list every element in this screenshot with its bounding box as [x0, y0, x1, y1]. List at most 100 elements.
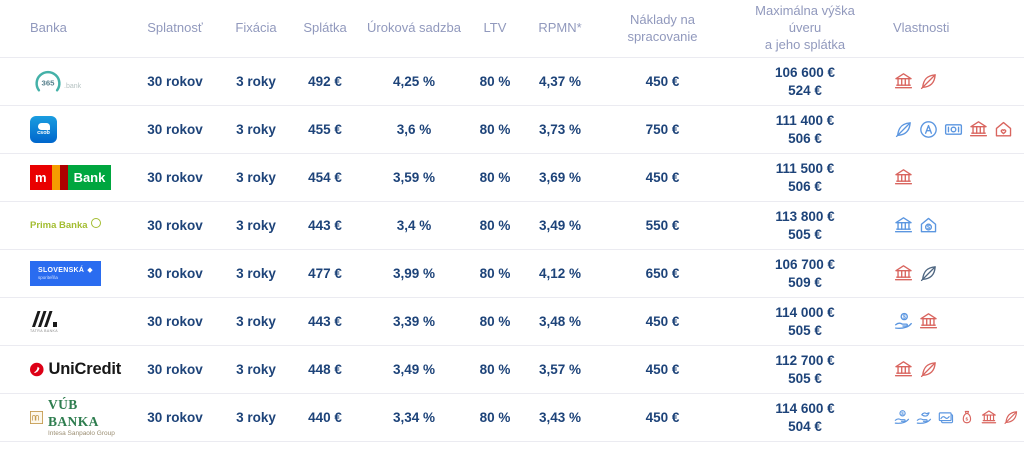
cell-max-uver: 111 400 € 506 €	[730, 106, 880, 154]
cell-splatnost: 30 rokov	[147, 122, 203, 137]
svg-text:365: 365	[42, 79, 56, 88]
leaf-icon[interactable]	[918, 263, 939, 284]
cell-splatnost: 30 rokov	[147, 218, 203, 233]
cell-vlastnosti	[880, 106, 1024, 154]
365bank-arc-icon: 365	[35, 70, 61, 92]
cell-rpmn: 4,12 %	[538, 266, 582, 281]
cell-bank: csob	[0, 106, 125, 154]
offer-row-slovenska-sporitelna[interactable]: SLOVENSKÁ ◆ sporiteľňa 30 rokov 3 roky 4…	[0, 250, 1024, 298]
logo-text: csob	[37, 129, 50, 136]
cell-rpmn: 3,73 %	[538, 122, 582, 137]
max-loan-amount: 114 600 €	[775, 400, 835, 416]
bank-icon[interactable]	[918, 311, 939, 332]
cell-bank: UniCredit	[0, 346, 125, 394]
bank-icon[interactable]	[893, 167, 914, 188]
circle-a-icon[interactable]	[918, 119, 939, 140]
offer-row-csob[interactable]: csob 30 rokov 3 roky 455 € 3,6 % 80 % 3,…	[0, 106, 1024, 154]
max-loan-amount: 106 700 €	[774, 256, 836, 272]
cell-fixacia: 3 roky	[236, 362, 276, 377]
cell-max-uver: 114 600 € 504 €	[730, 394, 880, 442]
cell-vlastnosti	[880, 154, 1024, 202]
cell-naklady: 450 €	[645, 74, 680, 89]
cell-rpmn: 3,43 %	[538, 410, 582, 425]
logo-text: Bank	[67, 165, 112, 190]
cell-max-uver: 106 600 € 524 €	[730, 58, 880, 106]
logo-suffix: .bank	[64, 83, 82, 90]
hand-bird-icon[interactable]	[915, 407, 933, 428]
max-loan-installment: 506 €	[788, 130, 822, 146]
offer-row-365bank[interactable]: 365 .bank 30 rokov 3 roky 492 € 4,25 % 8…	[0, 58, 1024, 106]
banknote-icon[interactable]	[943, 119, 964, 140]
max-loan-installment: 505 €	[788, 226, 822, 242]
leaf-icon[interactable]	[893, 119, 914, 140]
tatra-slashes-icon	[32, 311, 57, 327]
max-loan-installment: 509 €	[788, 274, 822, 290]
property-icons	[893, 167, 1020, 188]
prima-swirl-icon	[90, 217, 101, 228]
bank-logo-365bank: 365 .bank	[30, 66, 121, 97]
bank-logo-slovenska-sporitelna: SLOVENSKÁ ◆ sporiteľňa	[30, 261, 121, 286]
bank-icon[interactable]	[980, 407, 998, 428]
cell-fixacia: 3 roky	[236, 170, 276, 185]
col-header-vlastnosti: Vlastnosti	[880, 0, 1024, 58]
cell-max-uver: 106 700 € 509 €	[730, 250, 880, 298]
bank-logo-unicredit: UniCredit	[30, 359, 121, 380]
max-loan-installment: 504 €	[788, 418, 822, 434]
bank-logo-vub: VÚB BANKA Intesa Sanpaolo Group	[30, 397, 121, 437]
offer-row-prima-banka[interactable]: Prima Banka 30 rokov 3 roky 443 € 3,4 % …	[0, 202, 1024, 250]
logo-subtext: Intesa Sanpaolo Group	[48, 429, 115, 437]
leaf-icon[interactable]	[1002, 407, 1020, 428]
bank-icon[interactable]	[893, 215, 914, 236]
slsp-logo-box: SLOVENSKÁ ◆ sporiteľňa	[30, 261, 101, 286]
mbank-stripe-red	[59, 165, 68, 190]
cell-max-uver: 113 800 € 505 €	[730, 202, 880, 250]
cell-naklady: 450 €	[645, 314, 680, 329]
offer-row-tatra-banka[interactable]: TATRA BANKA 30 rokov 3 roky 443 € 3,39 %…	[0, 298, 1024, 346]
hand-coin-icon[interactable]: $	[893, 407, 911, 428]
cell-splatka: 448 €	[308, 362, 342, 377]
money-bag-icon[interactable]: $	[958, 407, 976, 428]
bank-logo-mbank: m Bank	[30, 165, 121, 190]
cell-splatnost: 30 rokov	[147, 74, 203, 89]
cell-urokova-sadzba: 4,25 %	[392, 74, 436, 89]
logo-subtext: TATRA BANKA	[30, 329, 58, 333]
bank-icon[interactable]	[893, 359, 914, 380]
leaf-icon[interactable]	[918, 71, 939, 92]
logo-text: Prima Banka	[30, 220, 88, 231]
cell-ltv: 80 %	[479, 266, 511, 281]
property-icons	[893, 71, 1020, 92]
cell-rpmn: 3,49 %	[538, 218, 582, 233]
hand-coin-icon[interactable]: $	[893, 311, 914, 332]
offer-row-mbank[interactable]: m Bank 30 rokov 3 roky 454 € 3,59 % 80 % …	[0, 154, 1024, 202]
offer-row-unicredit[interactable]: UniCredit 30 rokov 3 roky 448 € 3,49 % 8…	[0, 346, 1024, 394]
cell-bank: SLOVENSKÁ ◆ sporiteľňa	[0, 250, 125, 298]
cell-fixacia: 3 roky	[236, 314, 276, 329]
bank-icon[interactable]	[893, 71, 914, 92]
svg-text:$: $	[901, 411, 904, 417]
cell-splatka: 443 €	[308, 218, 342, 233]
bank-logo-csob: csob	[30, 116, 121, 143]
csob-wing-icon	[37, 122, 50, 130]
leaf-icon[interactable]	[918, 359, 939, 380]
house-heart-icon[interactable]	[993, 119, 1014, 140]
bank-icon[interactable]	[893, 263, 914, 284]
cell-naklady: 650 €	[645, 266, 680, 281]
cell-vlastnosti: $ $	[880, 394, 1024, 442]
cell-max-uver: 111 500 € 506 €	[730, 154, 880, 202]
cell-urokova-sadzba: 3,34 %	[392, 410, 436, 425]
house-dollar-icon[interactable]: $	[918, 215, 939, 236]
slsp-symbol-icon: ◆	[87, 267, 93, 275]
cell-splatnost: 30 rokov	[147, 170, 203, 185]
cell-vlastnosti: $	[880, 202, 1024, 250]
logo-subtext: sporiteľňa	[38, 275, 58, 281]
svg-text:$: $	[927, 225, 931, 231]
cell-bank: TATRA BANKA	[0, 298, 125, 346]
bank-logo-prima-banka: Prima Banka	[30, 217, 121, 231]
bank-icon[interactable]	[968, 119, 989, 140]
offer-row-vub-banka[interactable]: VÚB BANKA Intesa Sanpaolo Group 30 rokov…	[0, 394, 1024, 442]
property-icons	[893, 359, 1020, 380]
col-header-banka: Banka	[0, 0, 125, 58]
cell-naklady: 550 €	[645, 218, 680, 233]
banknotes-icon[interactable]	[937, 407, 955, 428]
